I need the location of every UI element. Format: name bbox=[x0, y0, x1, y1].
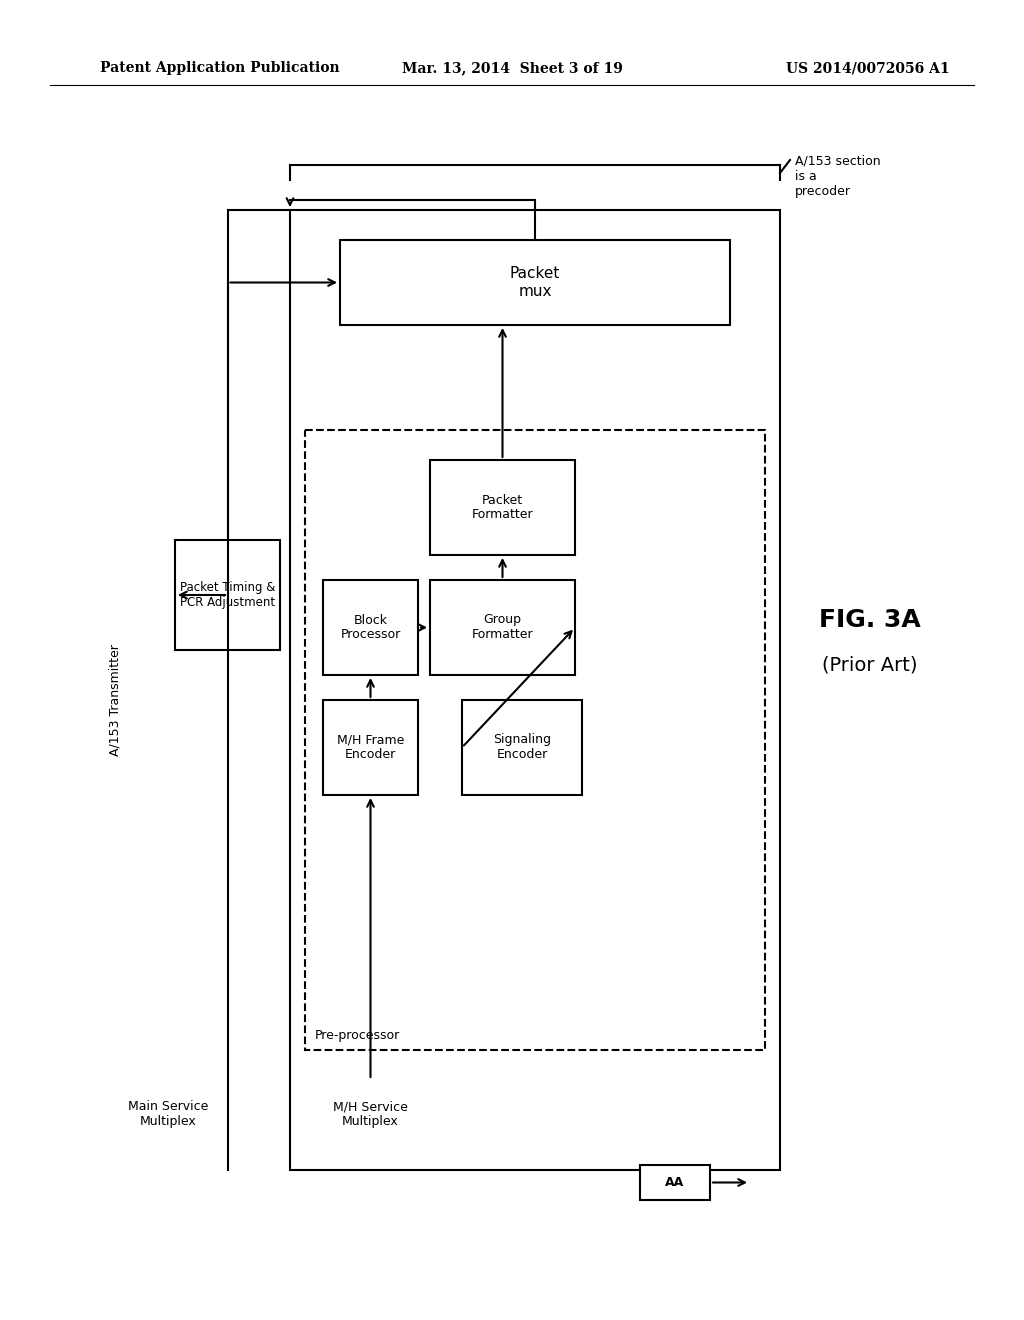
Bar bbox=[640, 1166, 710, 1200]
Text: Patent Application Publication: Patent Application Publication bbox=[100, 61, 340, 75]
Bar bbox=[462, 700, 582, 795]
Text: M/H Service
Multiplex: M/H Service Multiplex bbox=[333, 1100, 408, 1129]
Bar bbox=[290, 210, 780, 1170]
Bar bbox=[430, 579, 575, 675]
Text: M/H Frame
Encoder: M/H Frame Encoder bbox=[337, 734, 404, 762]
Bar bbox=[340, 240, 730, 325]
Text: Packet
mux: Packet mux bbox=[510, 267, 560, 298]
Text: Pre-processor: Pre-processor bbox=[315, 1030, 400, 1041]
Text: A/153 section
is a
precoder: A/153 section is a precoder bbox=[795, 154, 881, 198]
Text: Main Service
Multiplex: Main Service Multiplex bbox=[128, 1100, 208, 1129]
Text: Mar. 13, 2014  Sheet 3 of 19: Mar. 13, 2014 Sheet 3 of 19 bbox=[401, 61, 623, 75]
Text: US 2014/0072056 A1: US 2014/0072056 A1 bbox=[786, 61, 950, 75]
Text: Block
Processor: Block Processor bbox=[340, 614, 400, 642]
Text: AA: AA bbox=[666, 1176, 685, 1189]
Text: Packet Timing &
PCR Adjustment: Packet Timing & PCR Adjustment bbox=[180, 581, 275, 609]
Text: (Prior Art): (Prior Art) bbox=[822, 656, 918, 675]
Bar bbox=[175, 540, 280, 649]
Bar bbox=[323, 700, 418, 795]
Text: Packet
Formatter: Packet Formatter bbox=[472, 494, 534, 521]
Text: A/153 Transmitter: A/153 Transmitter bbox=[109, 644, 122, 756]
Text: Group
Formatter: Group Formatter bbox=[472, 614, 534, 642]
Bar bbox=[430, 459, 575, 554]
Bar bbox=[323, 579, 418, 675]
Text: Signaling
Encoder: Signaling Encoder bbox=[493, 734, 551, 762]
Text: FIG. 3A: FIG. 3A bbox=[819, 609, 921, 632]
Bar bbox=[305, 430, 765, 1049]
